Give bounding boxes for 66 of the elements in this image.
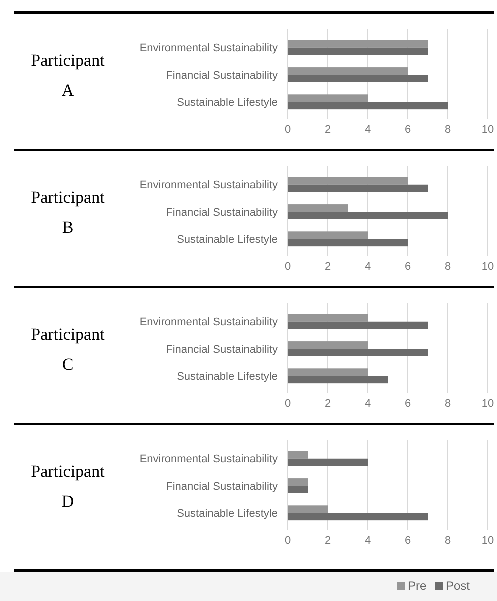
bar (288, 506, 328, 514)
x-tick-label: 8 (444, 535, 452, 547)
bar (288, 368, 368, 376)
x-tick-label: 0 (284, 398, 292, 410)
y-tick-label: Financial Sustainability (166, 480, 278, 493)
text: Participant C (31, 325, 106, 374)
x-tick-label: 0 (284, 124, 292, 136)
bar (288, 94, 368, 102)
bar (288, 48, 428, 56)
bar (288, 486, 308, 494)
bar (288, 40, 428, 48)
y-tick-label: Environmental Sustainability (140, 454, 278, 466)
bar (288, 513, 428, 521)
x-tick-label: 0 (284, 535, 292, 547)
bar (288, 204, 348, 212)
y-tick-label: Sustainable Lifestyle (177, 508, 278, 520)
x-tick-label: 4 (364, 124, 372, 136)
text: Participant D (31, 462, 106, 511)
bar (288, 177, 408, 185)
text: Participant B (31, 188, 106, 237)
bar (288, 458, 368, 466)
bar (288, 376, 388, 384)
x-tick-label: 4 (364, 398, 372, 410)
x-tick-label: 8 (444, 398, 452, 410)
x-tick-label: 6 (404, 535, 412, 547)
y-tick-label: Environmental Sustainability (140, 42, 278, 55)
text: Participant A (31, 51, 106, 100)
y-tick-label: Environmental Sustainability (140, 316, 278, 329)
x-tick-label: 10 (482, 398, 494, 410)
x-tick-label: 6 (404, 261, 412, 273)
x-tick-label: 6 (404, 124, 412, 136)
x-tick-label: 4 (364, 535, 372, 547)
x-tick-label: 0 (284, 261, 292, 273)
bar (288, 314, 368, 322)
bar (288, 75, 428, 82)
bar (288, 342, 368, 349)
bar (288, 322, 428, 330)
bar (288, 68, 408, 75)
y-tick-label: Sustainable Lifestyle (177, 234, 278, 246)
x-tick-label: 2 (324, 124, 332, 136)
x-tick-label: 6 (404, 398, 412, 410)
bar (288, 451, 308, 459)
bar (288, 478, 308, 486)
x-tick-label: 10 (482, 261, 494, 273)
x-tick-label: 10 (482, 535, 494, 547)
bar (288, 102, 448, 110)
x-tick-label: 2 (324, 261, 332, 273)
y-tick-label: Financial Sustainability (166, 344, 278, 356)
x-tick-label: 2 (324, 398, 332, 410)
y-tick-label: Sustainable Lifestyle (177, 96, 278, 109)
x-tick-label: 4 (364, 261, 372, 273)
y-tick-label: Financial Sustainability (166, 206, 278, 219)
x-tick-label: 2 (324, 535, 332, 547)
bar (288, 212, 448, 220)
bar (288, 349, 428, 356)
y-tick-label: Environmental Sustainability (140, 180, 278, 192)
legend-label: Post (446, 579, 471, 593)
x-tick-label: 8 (444, 124, 452, 136)
x-tick-label: 8 (444, 261, 452, 273)
bar (288, 239, 408, 247)
x-tick-label: 10 (482, 124, 494, 136)
y-tick-label: Financial Sustainability (166, 70, 278, 82)
y-tick-label: Sustainable Lifestyle (177, 370, 278, 383)
bar (288, 184, 428, 192)
legend-label: Pre (408, 579, 427, 593)
bar (288, 232, 368, 240)
